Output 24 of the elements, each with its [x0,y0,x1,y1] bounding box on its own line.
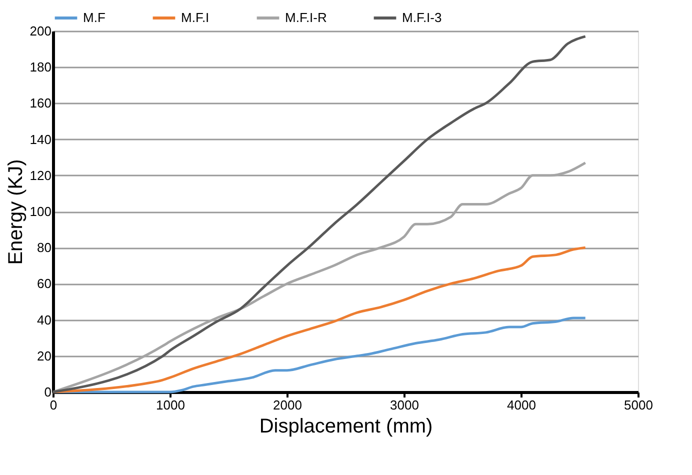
legend-label: M.F.I-R [285,10,327,25]
y-tick-label: 140 [30,132,52,147]
x-tick-label: 5000 [624,398,653,412]
y-tick-label: 160 [30,96,52,111]
y-tick-label: 180 [30,60,52,75]
y-tick-label: 120 [30,168,52,183]
y-tick-label: 0 [44,384,52,400]
y-tick-label: 20 [37,348,52,364]
x-tick-label: 3000 [390,398,419,412]
x-axis-title: Displacement (mm) [259,416,433,438]
x-tick-label: 1000 [156,398,185,412]
y-tick-label: 100 [30,204,52,219]
legend-label: M.F.I [181,10,210,25]
legend-label: M.F [83,10,106,25]
line-series [52,316,587,394]
y-axis-title: Energy (KJ) [4,159,27,265]
legend-label: M.F.I-3 [402,10,442,25]
y-tick-label: 200 [30,24,52,38]
x-tick-label: 4000 [507,398,536,412]
y-tick-label: 80 [37,240,52,256]
x-tick-label: 2000 [273,398,302,412]
y-tick-label: 60 [37,276,52,292]
y-tick-label: 40 [37,312,52,328]
line-series [52,35,587,394]
